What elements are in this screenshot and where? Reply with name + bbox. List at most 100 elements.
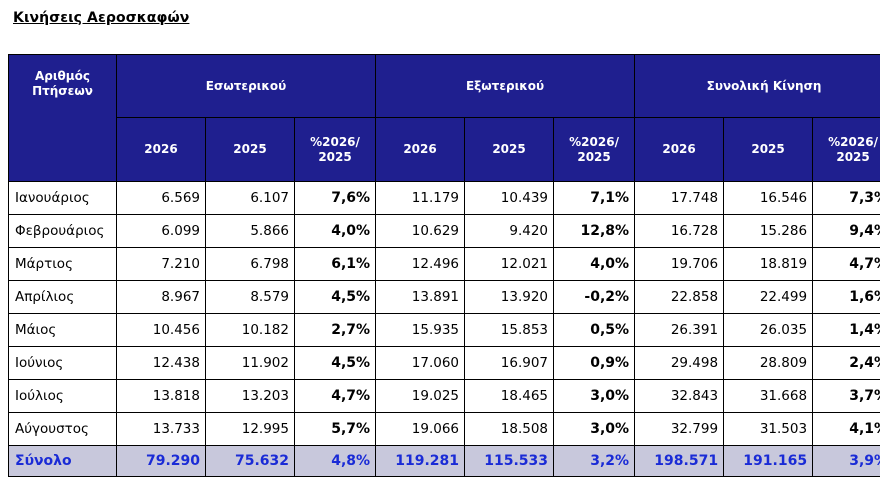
pct-change-cell: 4,5%	[293, 280, 377, 314]
total-cell: 198.571	[634, 445, 725, 477]
value-cell: 10.439	[464, 181, 555, 215]
value-cell: 6.099	[116, 214, 206, 248]
group-header-domestic: Εσωτερικού	[115, 54, 377, 118]
value-cell: 12.496	[375, 247, 466, 281]
pct-change-cell: 1,6%	[812, 280, 880, 314]
value-cell: 6.107	[205, 181, 295, 215]
month-cell: Ιούνιος	[8, 346, 117, 380]
value-cell: 31.503	[723, 412, 814, 446]
pct-change-cell: 4,1%	[812, 412, 880, 446]
value-cell: 10.182	[205, 313, 295, 347]
pct-change-cell: 9,4%	[812, 214, 880, 248]
col-header-year: 2025	[464, 117, 555, 182]
month-cell: Αύγουστος	[8, 412, 117, 446]
table-row: Ιανουάριος 6.569 6.107 7,6% 11.179 10.439 7,1%…	[8, 181, 880, 215]
pct-change-cell: 3,0%	[553, 379, 636, 413]
value-cell: 6.569	[116, 181, 206, 215]
pct-change-cell: 4,5%	[293, 346, 377, 380]
total-row: Σύνολο 79.290 75.632 4,8% 119.281 115.53…	[8, 445, 880, 477]
value-cell: 5.866	[205, 214, 295, 248]
pct-change-cell: 7,3%	[812, 181, 880, 215]
pct-change-cell: 4,0%	[293, 214, 377, 248]
value-cell: 13.818	[116, 379, 206, 413]
month-cell: Ιούλιος	[8, 379, 117, 413]
value-cell: 13.920	[464, 280, 555, 314]
value-cell: 16.728	[634, 214, 725, 248]
value-cell: 10.629	[375, 214, 466, 248]
corner-header: Αριθμός Πτήσεων	[8, 54, 117, 182]
value-cell: 9.420	[464, 214, 555, 248]
pct-change-cell: 2,7%	[293, 313, 377, 347]
table-row: Φεβρουάριος 6.099 5.866 4,0% 10.629 9.420 12,8…	[8, 214, 880, 248]
col-header-year: 2025	[205, 117, 295, 182]
pct-change-cell: 4,0%	[553, 247, 636, 281]
value-cell: 12.021	[464, 247, 555, 281]
value-cell: 12.995	[205, 412, 295, 446]
value-cell: 15.935	[375, 313, 466, 347]
total-cell: 115.533	[464, 445, 555, 477]
col-header-pct: %2026/ 2025	[812, 117, 880, 182]
value-cell: 31.668	[723, 379, 814, 413]
pct-change-cell: 7,1%	[553, 181, 636, 215]
pct-change-cell: 12,8%	[553, 214, 636, 248]
pct-change-cell: 6,1%	[293, 247, 377, 281]
value-cell: 8.579	[205, 280, 295, 314]
col-header-year: 2026	[634, 117, 725, 182]
month-cell: Μάιος	[8, 313, 117, 347]
header-row-years: 2026 2025 %2026/ 2025 2026 2025 %2026/ 2…	[9, 117, 880, 182]
total-cell: 75.632	[205, 445, 295, 477]
total-cell: 3,2%	[553, 445, 636, 477]
value-cell: 7.210	[116, 247, 206, 281]
table-row: Απρίλιος 8.967 8.579 4,5% 13.891 13.920 -0,2% 2…	[8, 280, 880, 314]
value-cell: 16.907	[464, 346, 555, 380]
value-cell: 15.286	[723, 214, 814, 248]
value-cell: 17.060	[375, 346, 466, 380]
month-cell: Φεβρουάριος	[8, 214, 117, 248]
table-row: Μάρτιος 7.210 6.798 6,1% 12.496 12.021 4,0% 19.…	[8, 247, 880, 281]
aircraft-movements-table: Αριθμός Πτήσεων Εσωτερικού Εξωτερικού Συ…	[8, 54, 880, 477]
pct-change-cell: 2,4%	[812, 346, 880, 380]
pct-change-cell: 0,9%	[553, 346, 636, 380]
col-header-year: 2026	[116, 117, 206, 182]
total-cell: 4,8%	[293, 445, 377, 477]
value-cell: 18.819	[723, 247, 814, 281]
table-row: Ιούνιος 12.438 11.902 4,5% 17.060 16.907 0,9% 2…	[8, 346, 880, 380]
value-cell: 18.508	[464, 412, 555, 446]
value-cell: 29.498	[634, 346, 725, 380]
pct-change-cell: 4,7%	[812, 247, 880, 281]
col-header-year: 2025	[723, 117, 814, 182]
group-header-total: Συνολική Κίνηση	[634, 54, 880, 118]
table-body: Ιανουάριος 6.569 6.107 7,6% 11.179 10.439 7,1%…	[8, 181, 880, 446]
value-cell: 8.967	[116, 280, 206, 314]
value-cell: 15.853	[464, 313, 555, 347]
col-header-pct: %2026/ 2025	[293, 117, 377, 182]
value-cell: 32.799	[634, 412, 725, 446]
value-cell: 32.843	[634, 379, 725, 413]
value-cell: 13.733	[116, 412, 206, 446]
pct-change-cell: 5,7%	[293, 412, 377, 446]
value-cell: 16.546	[723, 181, 814, 215]
pct-change-cell: 3,0%	[553, 412, 636, 446]
total-label: Σύνολο	[8, 445, 117, 477]
pct-change-cell: 1,4%	[812, 313, 880, 347]
value-cell: 26.391	[634, 313, 725, 347]
total-cell: 79.290	[116, 445, 206, 477]
page-title: Κινήσεις Αεροσκαφών	[13, 10, 190, 26]
month-cell: Ιανουάριος	[8, 181, 117, 215]
value-cell: 13.203	[205, 379, 295, 413]
value-cell: 19.706	[634, 247, 725, 281]
col-header-year: 2026	[375, 117, 466, 182]
month-cell: Μάρτιος	[8, 247, 117, 281]
value-cell: 12.438	[116, 346, 206, 380]
month-cell: Απρίλιος	[8, 280, 117, 314]
group-header-international: Εξωτερικού	[375, 54, 636, 118]
table-row: Ιούλιος 13.818 13.203 4,7% 19.025 18.465 3,0% 3…	[8, 379, 880, 413]
pct-change-cell: -0,2%	[553, 280, 636, 314]
col-header-pct: %2026/ 2025	[553, 117, 636, 182]
total-cell: 191.165	[723, 445, 814, 477]
pct-change-cell: 4,7%	[293, 379, 377, 413]
pct-change-cell: 3,7%	[812, 379, 880, 413]
total-cell: 119.281	[375, 445, 466, 477]
value-cell: 19.025	[375, 379, 466, 413]
value-cell: 10.456	[116, 313, 206, 347]
